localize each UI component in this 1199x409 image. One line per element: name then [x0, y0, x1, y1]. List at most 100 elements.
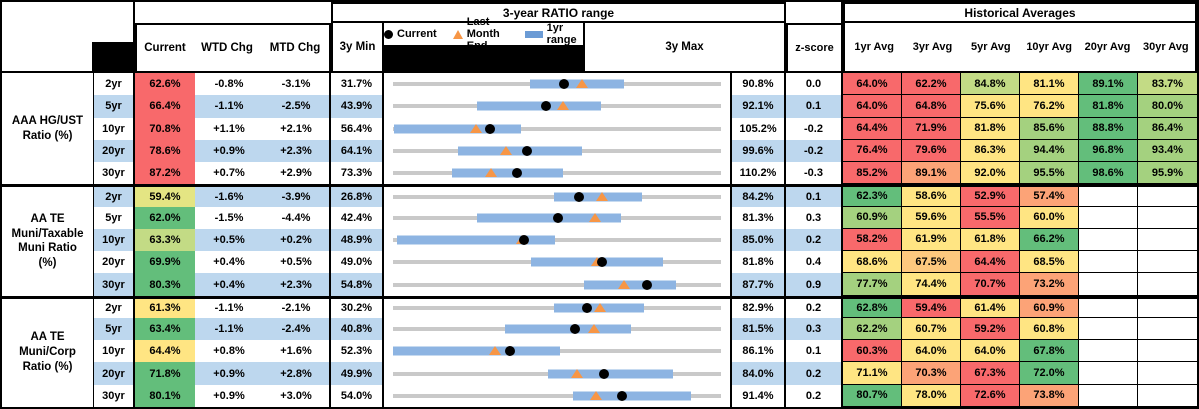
legend-label-current: Current — [397, 28, 437, 40]
chart-header-middle: Current Last Month End 1yr range — [384, 16, 585, 71]
last-month-end-triangle-icon — [452, 29, 463, 39]
three-y-min-cell: 42.4% — [331, 206, 384, 229]
mtd-chg-cell: -2.4% — [263, 317, 331, 341]
hist-avg-cell-empty — [1138, 251, 1197, 274]
1yr-range-bar — [477, 213, 621, 223]
last-month-end-triangle-icon — [589, 390, 602, 400]
hist-avg-cell: 60.8% — [1020, 317, 1079, 341]
three-y-min-cell: 48.9% — [331, 228, 384, 252]
hist-avg-cell: 64.0% — [961, 340, 1020, 363]
1yr-range-bar — [393, 124, 522, 134]
1yr-range-bar — [505, 324, 631, 334]
hist-avg-cell: 92.0% — [961, 162, 1020, 185]
z-score-cell: -0.3 — [786, 162, 843, 185]
mtd-chg-cell: +2.8% — [263, 362, 331, 385]
hist-avg-cell-empty — [1138, 317, 1197, 341]
1yr-range-bar — [457, 146, 583, 156]
col-header-3y-max: 3y Max — [665, 41, 704, 53]
hist-avg-cell-empty — [1079, 295, 1138, 318]
last-month-end-triangle-icon — [469, 123, 482, 133]
three-y-max-cell: 81.3% — [732, 206, 786, 229]
hist-section-title: Historical Averages — [843, 2, 1197, 23]
hist-column-headers: 1yr Avg 3yr Avg 5yr Avg 10yr Avg 20yr Avg 30y… — [843, 23, 1197, 71]
three-y-max-cell: 99.6% — [732, 139, 786, 163]
three-y-max-cell: 92.1% — [732, 95, 786, 118]
z-score-cell: 0.2 — [786, 228, 843, 252]
three-y-min-cell: 56.4% — [331, 117, 384, 140]
hist-avg-cell: 67.3% — [961, 362, 1020, 385]
hist-avg-cell: 62.2% — [902, 73, 961, 96]
three-y-max-cell: 91.4% — [732, 384, 786, 407]
hist-avg-cell: 80.7% — [843, 384, 902, 407]
hist-avg-cell: 85.6% — [1020, 117, 1079, 140]
hist-avg-cell: 76.4% — [843, 139, 902, 163]
hist-avg-cell: 62.8% — [843, 295, 902, 318]
wtd-chg-cell: +0.4% — [195, 251, 263, 274]
range-chart-cell — [384, 273, 732, 296]
range-track — [393, 393, 721, 398]
range-chart-cell — [384, 340, 732, 363]
three-y-min-cell: 54.0% — [331, 384, 384, 407]
tenor-cell: 10yr — [94, 340, 135, 363]
hist-avg-cell: 67.5% — [902, 251, 961, 274]
hist-avg-cell: 64.4% — [843, 117, 902, 140]
col-header-3y-min: 3y Min — [333, 23, 384, 71]
wtd-chg-cell: -1.1% — [195, 95, 263, 118]
hist-avg-cell: 73.8% — [1020, 384, 1079, 407]
hist-avg-cell: 60.7% — [902, 317, 961, 341]
hist-avg-cell: 84.8% — [961, 73, 1020, 96]
1yr-range-bar — [396, 235, 555, 245]
current-dot-icon — [598, 368, 609, 379]
tenor-cell: 10yr — [94, 228, 135, 252]
three-y-max-cell: 84.2% — [732, 184, 786, 207]
range-chart-cell — [384, 162, 732, 185]
tenor-cell: 5yr — [94, 206, 135, 229]
z-score-cell: 0.2 — [786, 384, 843, 407]
1yr-range-bar — [451, 168, 563, 178]
hist-avg-cell: 62.2% — [843, 317, 902, 341]
wtd-chg-cell: +1.1% — [195, 117, 263, 140]
hist-avg-cell: 68.6% — [843, 251, 902, 274]
hist-avg-cell: 58.2% — [843, 228, 902, 252]
range-chart-cell — [384, 184, 732, 207]
current-dot-icon — [559, 79, 570, 90]
hist-avg-cell: 64.0% — [843, 95, 902, 118]
change-columns-box: Current WTD Chg MTD Chg — [135, 23, 331, 71]
range-chart-cell — [384, 117, 732, 140]
wtd-chg-cell: +0.7% — [195, 162, 263, 185]
range-track — [393, 282, 721, 287]
three-y-min-cell: 43.9% — [331, 95, 384, 118]
hist-avg-cell: 60.0% — [1020, 206, 1079, 229]
mtd-chg-cell: +3.0% — [263, 384, 331, 407]
current-dot-icon — [541, 101, 552, 112]
wtd-chg-cell: -1.1% — [195, 317, 263, 341]
z-score-cell: 0.1 — [786, 95, 843, 118]
hist-avg-cell: 71.1% — [843, 362, 902, 385]
last-month-end-triangle-icon — [595, 191, 608, 201]
range-chart-cell — [384, 251, 732, 274]
current-dot-icon — [616, 390, 627, 401]
hist-avg-cell: 59.2% — [961, 317, 1020, 341]
current-dot-icon — [518, 234, 529, 245]
hist-avg-cell: 64.0% — [843, 73, 902, 96]
current-dot-icon — [553, 212, 564, 223]
hist-avg-cell: 76.2% — [1020, 95, 1079, 118]
current-cell: 80.3% — [135, 273, 195, 296]
three-y-max-cell: 84.0% — [732, 362, 786, 385]
col-header-wtd-chg: WTD Chg — [201, 42, 253, 54]
tenor-cell: 30yr — [94, 162, 135, 185]
hist-avg-cell: 60.3% — [843, 340, 902, 363]
three-y-min-cell: 30.2% — [331, 295, 384, 318]
last-month-end-triangle-icon — [570, 368, 583, 378]
three-y-max-cell: 87.7% — [732, 273, 786, 296]
1yr-range-bar — [547, 369, 673, 379]
three-y-max-cell: 82.9% — [732, 295, 786, 318]
mtd-chg-cell: -3.9% — [263, 184, 331, 207]
hist-avg-cell: 73.2% — [1020, 273, 1079, 296]
hist-avg-cell: 89.1% — [1079, 73, 1138, 96]
hist-avg-cell: 61.9% — [902, 228, 961, 252]
three-y-max-cell: 90.8% — [732, 73, 786, 96]
three-y-min-cell: 49.9% — [331, 362, 384, 385]
three-y-max-cell: 85.0% — [732, 228, 786, 252]
hist-avg-cell-empty — [1138, 228, 1197, 252]
